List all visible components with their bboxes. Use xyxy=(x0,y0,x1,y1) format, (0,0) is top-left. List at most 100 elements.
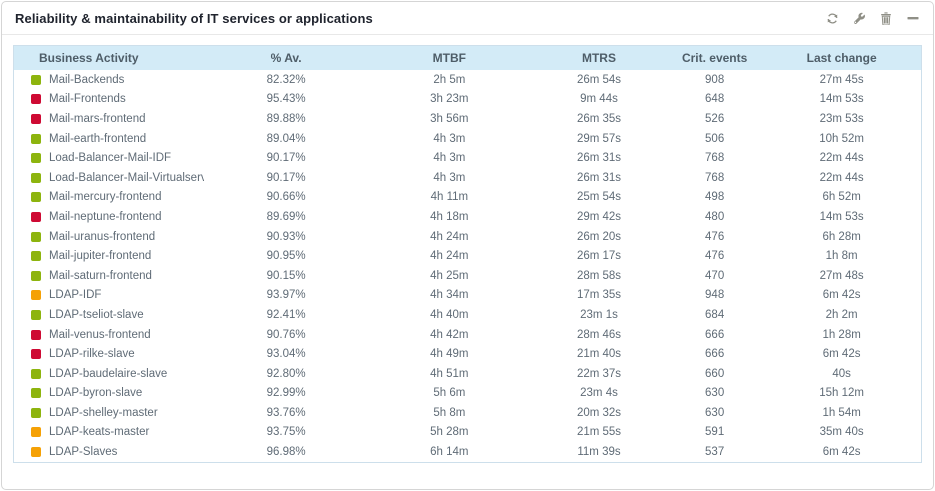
table-row[interactable]: Mail-mars-frontend 89.88% 3h 56m 26m 35s… xyxy=(14,109,921,129)
mtrs-value: 21m 40s xyxy=(530,344,668,364)
crit-events-value: 630 xyxy=(667,403,763,423)
availability-value: 92.80% xyxy=(204,363,368,384)
wrench-icon[interactable] xyxy=(851,10,867,26)
reliability-table: Business Activity % Av. MTBF MTRS Crit. … xyxy=(13,45,922,463)
table-row[interactable]: Mail-earth-frontend 89.04% 4h 3m 29m 57s… xyxy=(14,128,921,149)
mtrs-value: 21m 55s xyxy=(530,422,668,443)
mtrs-value: 23m 4s xyxy=(530,383,668,404)
table-row[interactable]: LDAP-rilke-slave 93.04% 4h 49m 21m 40s 6… xyxy=(14,344,921,364)
availability-value: 90.17% xyxy=(204,148,368,168)
column-header-business-activity[interactable]: Business Activity xyxy=(14,46,205,70)
mtbf-value: 4h 3m xyxy=(367,148,531,168)
last-change-value: 6m 42s xyxy=(762,285,921,306)
table-row[interactable]: LDAP-Slaves 96.98% 6h 14m 11m 39s 537 6m… xyxy=(14,442,921,462)
availability-value: 90.17% xyxy=(204,167,368,188)
crit-events-value: 768 xyxy=(667,148,763,168)
panel-title: Reliability & maintainability of IT serv… xyxy=(15,10,373,26)
last-change-value: 27m 45s xyxy=(762,70,921,90)
table-row[interactable]: Mail-venus-frontend 90.76% 4h 42m 28m 46… xyxy=(14,324,921,345)
status-icon xyxy=(31,113,41,124)
column-header-mtbf[interactable]: MTBF xyxy=(367,46,531,70)
business-activity-label: Mail-mercury-frontend xyxy=(49,191,162,204)
table-row[interactable]: LDAP-baudelaire-slave 92.80% 4h 51m 22m … xyxy=(14,363,921,384)
last-change-value: 2h 2m xyxy=(762,305,921,325)
mtbf-value: 4h 18m xyxy=(367,207,531,227)
mtrs-value: 26m 31s xyxy=(530,148,668,168)
table-row[interactable]: LDAP-shelley-master 93.76% 5h 8m 20m 32s… xyxy=(14,403,921,423)
mtrs-value: 26m 17s xyxy=(530,246,668,266)
mtbf-value: 6h 14m xyxy=(367,442,531,462)
table-row[interactable]: Mail-saturn-frontend 90.15% 4h 25m 28m 5… xyxy=(14,265,921,286)
last-change-value: 40s xyxy=(762,363,921,384)
mtrs-value: 28m 46s xyxy=(530,324,668,345)
mtbf-value: 5h 8m xyxy=(367,403,531,423)
last-change-value: 6h 28m xyxy=(762,226,921,247)
availability-value: 89.88% xyxy=(204,109,368,129)
mtrs-value: 25m 54s xyxy=(530,187,668,208)
business-activity-label: Mail-mars-frontend xyxy=(49,112,146,125)
status-icon xyxy=(31,192,41,203)
crit-events-value: 630 xyxy=(667,383,763,404)
business-activity-label: Mail-saturn-frontend xyxy=(49,269,152,282)
table-row[interactable]: Mail-Frontends 95.43% 3h 23m 9m 44s 648 … xyxy=(14,89,921,110)
mtrs-value: 26m 35s xyxy=(530,109,668,129)
table-row[interactable]: Mail-uranus-frontend 90.93% 4h 24m 26m 2… xyxy=(14,226,921,247)
last-change-value: 22m 44s xyxy=(762,148,921,168)
table-row[interactable]: LDAP-keats-master 93.75% 5h 28m 21m 55s … xyxy=(14,422,921,443)
mtbf-value: 4h 49m xyxy=(367,344,531,364)
refresh-icon[interactable] xyxy=(824,10,840,26)
trash-icon[interactable] xyxy=(878,10,894,26)
table-row[interactable]: Load-Balancer-Mail-Virtualservice 90.17%… xyxy=(14,167,921,188)
table-row[interactable]: LDAP-IDF 93.97% 4h 34m 17m 35s 948 6m 42… xyxy=(14,285,921,306)
mtbf-value: 4h 11m xyxy=(367,187,531,208)
last-change-value: 23m 53s xyxy=(762,109,921,129)
mtbf-value: 5h 28m xyxy=(367,422,531,443)
mtbf-value: 4h 42m xyxy=(367,324,531,345)
business-activity-label: LDAP-shelley-master xyxy=(49,406,158,419)
panel-toolbar xyxy=(824,10,921,26)
business-activity-label: Load-Balancer-Mail-IDF xyxy=(49,152,172,165)
business-activity-label: Mail-neptune-frontend xyxy=(49,210,162,223)
status-icon xyxy=(31,231,41,242)
table-row[interactable]: LDAP-byron-slave 92.99% 5h 6m 23m 4s 630… xyxy=(14,383,921,404)
last-change-value: 1h 28m xyxy=(762,324,921,345)
status-icon xyxy=(31,133,41,144)
table-row[interactable]: LDAP-tseliot-slave 92.41% 4h 40m 23m 1s … xyxy=(14,305,921,325)
table-row[interactable]: Mail-mercury-frontend 90.66% 4h 11m 25m … xyxy=(14,187,921,208)
status-icon xyxy=(31,349,41,360)
table-row[interactable]: Mail-Backends 82.32% 2h 5m 26m 54s 908 2… xyxy=(14,70,921,90)
status-icon xyxy=(31,172,41,183)
availability-value: 89.69% xyxy=(204,207,368,227)
status-icon xyxy=(31,290,41,301)
crit-events-value: 526 xyxy=(667,109,763,129)
mtbf-value: 4h 24m xyxy=(367,226,531,247)
mtbf-value: 4h 51m xyxy=(367,363,531,384)
status-icon xyxy=(31,329,41,340)
business-activity-label: Mail-Frontends xyxy=(49,93,126,106)
table-row[interactable]: Mail-neptune-frontend 89.69% 4h 18m 29m … xyxy=(14,207,921,227)
business-activity-label: LDAP-rilke-slave xyxy=(49,348,135,361)
mtrs-value: 28m 58s xyxy=(530,265,668,286)
status-icon xyxy=(31,211,41,222)
availability-value: 89.04% xyxy=(204,128,368,149)
business-activity-label: LDAP-Slaves xyxy=(49,446,118,459)
column-header-last-change[interactable]: Last change xyxy=(762,46,921,70)
last-change-value: 15h 12m xyxy=(762,383,921,404)
table-body: Mail-Backends 82.32% 2h 5m 26m 54s 908 2… xyxy=(14,70,921,462)
status-icon xyxy=(31,270,41,281)
column-header-crit-events[interactable]: Crit. events xyxy=(667,46,763,70)
mtbf-value: 3h 56m xyxy=(367,109,531,129)
table-header-row: Business Activity % Av. MTBF MTRS Crit. … xyxy=(14,46,921,70)
business-activity-label: Mail-uranus-frontend xyxy=(49,230,156,243)
table-row[interactable]: Load-Balancer-Mail-IDF 90.17% 4h 3m 26m … xyxy=(14,148,921,168)
mtrs-value: 26m 31s xyxy=(530,167,668,188)
crit-events-value: 476 xyxy=(667,246,763,266)
panel-header: Reliability & maintainability of IT serv… xyxy=(2,2,933,35)
business-activity-label: Mail-jupiter-frontend xyxy=(49,250,152,263)
crit-events-value: 470 xyxy=(667,265,763,286)
column-header-av[interactable]: % Av. xyxy=(204,46,368,70)
table-row[interactable]: Mail-jupiter-frontend 90.95% 4h 24m 26m … xyxy=(14,246,921,266)
collapse-icon[interactable] xyxy=(905,10,921,26)
column-header-mtrs[interactable]: MTRS xyxy=(530,46,668,70)
crit-events-value: 506 xyxy=(667,128,763,149)
